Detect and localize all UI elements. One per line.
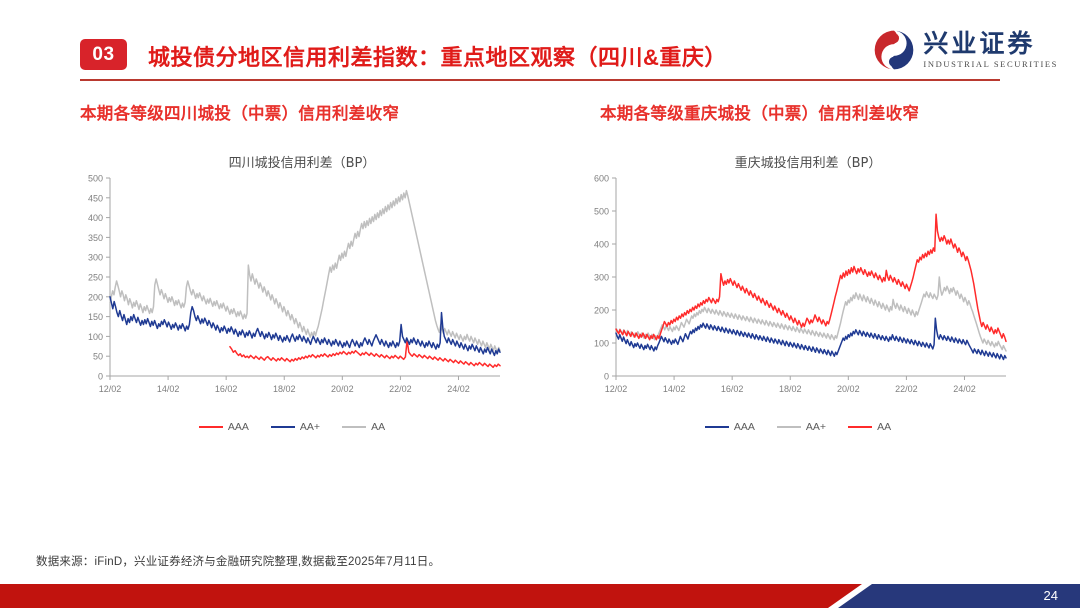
y-axis-tick-label: 450 [88,193,103,203]
y-axis-tick-label: 300 [88,253,103,263]
y-axis-tick-label: 0 [604,372,609,382]
left-panel-subtitle: 本期各等级四川城投（中票）信用利差收窄 [80,105,400,123]
chart-plot-chongqing: 0 100 200 300 400 500 600 12/02 14/02 16/02 18/02 2… [594,174,1007,394]
logo-name-en: INDUSTRIAL SECURITIES [923,59,1058,70]
legend-swatch-icon [342,425,367,429]
x-axis-tick-label: 14/02 [157,384,180,394]
y-axis-tick-label: 150 [88,312,103,322]
page-title: 城投债分地区信用利差指数：重点地区观察（四川&重庆） [148,45,727,70]
y-axis-tick-label: 250 [88,273,103,283]
source-footnote: 数据来源：iFinD，兴业证券经济与金融研究院整理,数据截至2025年7月11日… [36,556,441,568]
y-axis-tick-label: 0 [98,372,103,382]
y-axis-tick-label: 400 [88,213,103,223]
right-panel-subtitle-wrap: 本期各等级重庆城投（中票）信用利差收窄 [600,100,919,124]
x-axis-tick-label: 14/02 [663,384,686,394]
series-line-aa [109,189,501,353]
x-axis-tick-label: 16/02 [215,384,238,394]
legend-swatch-icon [704,425,729,429]
legend-item-aa[interactable]: AA [848,421,891,433]
bottom-decoration-band [0,582,1080,608]
legend-swatch-icon [776,425,801,429]
legend-label: AAA [227,421,249,433]
section-number-badge: 03 [80,39,127,70]
x-axis-tick-label: 16/02 [721,384,744,394]
y-axis-tick-label: 300 [594,273,609,283]
x-axis-tick-label: 24/02 [953,384,976,394]
x-axis-tick-label: 22/02 [389,384,412,394]
logo-text: 兴业证券 INDUSTRIAL SECURITIES [923,28,1058,70]
header-divider [80,79,1000,81]
x-axis-tick-label: 12/02 [605,384,628,394]
x-axis-tick-label: 18/02 [273,384,296,394]
x-axis-tick-label: 18/02 [779,384,802,394]
y-axis-tick-label: 50 [93,352,103,362]
legend-item-aaplus[interactable]: AA+ [270,421,321,433]
series-line-aaa [229,339,501,369]
legend-item-aa[interactable]: AA [342,421,385,433]
legend-label: AA+ [805,421,827,433]
legend-label: AAA [733,421,755,433]
x-axis-tick-label: 24/02 [447,384,470,394]
logo-name-cn: 兴业证券 [923,28,1036,58]
chart-legend-sichuan: AAA AA+ AA [72,421,512,433]
y-axis-tick-label: 100 [88,332,103,342]
legend-item-aaa[interactable]: AAA [704,421,755,433]
y-axis-tick-label: 200 [594,306,609,316]
chart-plot-sichuan: 0 50 100 150 200 250 300 350 400 450 500 12/02 14/02… [88,174,501,394]
legend-swatch-icon [198,425,223,429]
logo-swirl-icon [875,30,914,70]
legend-item-aaa[interactable]: AAA [198,421,249,433]
y-axis-tick-label: 200 [88,292,103,302]
legend-item-aaplus[interactable]: AA+ [776,421,827,433]
band-blue-shape [838,584,1080,608]
series-line-aaplus [615,276,1007,352]
legend-label: AA+ [299,421,321,433]
chart-legend-chongqing: AAA AA+ AA [578,421,1018,433]
chart-sichuan: 四川城投信用利差（BP） 0 50 100 150 200 250 300 350 400 450… [72,150,512,435]
y-axis-tick-label: 500 [88,174,103,184]
page-number: 24 [1043,588,1058,603]
y-axis-tick-label: 600 [594,174,609,184]
slide-header: 03 城投债分地区信用利差指数：重点地区观察（四川&重庆） 兴业证券 INDUS… [0,0,1080,86]
y-axis-tick-label: 400 [594,240,609,250]
series-line-aaplus [109,296,501,357]
x-axis-tick-label: 20/02 [331,384,354,394]
series-line-aa [615,213,1007,343]
legend-label: AA [877,421,892,433]
chart-title-sichuan: 四川城投信用利差（BP） [228,156,376,171]
band-red-shape [0,584,862,608]
x-axis-tick-label: 12/02 [99,384,122,394]
company-logo: 兴业证券 INDUSTRIAL SECURITIES [873,26,1058,74]
series-line-aaa [615,317,1007,361]
right-panel-subtitle: 本期各等级重庆城投（中票）信用利差收窄 [600,105,920,123]
left-panel-subtitle-wrap: 本期各等级四川城投（中票）信用利差收窄 [80,100,399,124]
y-axis-tick-label: 100 [594,339,609,349]
chart-chongqing: 重庆城投信用利差（BP） 0 100 200 300 400 500 600 12/02 14/… [578,150,1018,435]
chart-title-chongqing: 重庆城投信用利差（BP） [734,156,882,171]
y-axis-tick-label: 500 [594,207,609,217]
legend-swatch-icon [848,425,873,429]
x-axis-tick-label: 22/02 [895,384,918,394]
legend-swatch-icon [270,425,295,429]
legend-label: AA [371,421,386,433]
y-axis-tick-label: 350 [88,233,103,243]
x-axis-tick-label: 20/02 [837,384,860,394]
